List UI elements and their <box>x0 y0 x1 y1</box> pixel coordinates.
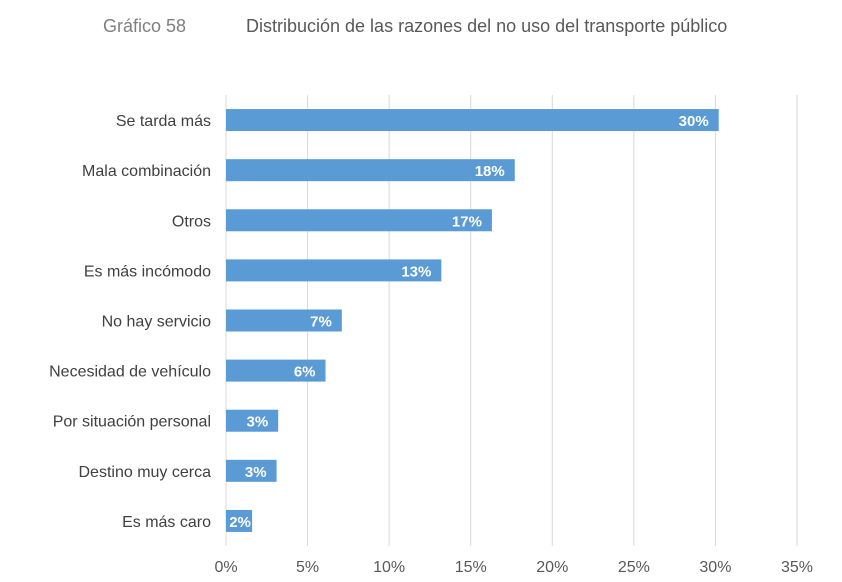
x-tick-label: 20% <box>536 559 568 576</box>
category-label: Destino muy cerca <box>79 464 212 481</box>
data-label: 18% <box>475 163 505 180</box>
data-label: 7% <box>310 314 332 331</box>
category-label: No hay servicio <box>102 314 211 331</box>
category-label: Es más caro <box>122 514 211 531</box>
x-tick-label: 0% <box>214 559 237 576</box>
x-tick-label: 25% <box>618 559 650 576</box>
x-tick-label: 5% <box>296 559 319 576</box>
chart-number: Gráfico 58 <box>103 16 187 36</box>
data-label: 3% <box>247 414 269 431</box>
data-label: 30% <box>679 113 709 130</box>
category-label: Es más incómodo <box>84 263 211 280</box>
data-label: 13% <box>401 263 431 280</box>
data-label: 3% <box>245 464 267 481</box>
x-tick-label: 35% <box>781 559 813 576</box>
chart-title: Distribución de las razones del no uso d… <box>246 16 728 36</box>
bar <box>226 309 342 332</box>
bar <box>226 109 719 132</box>
bar <box>226 509 253 532</box>
data-label: 6% <box>294 364 316 381</box>
x-tick-label: 10% <box>373 559 405 576</box>
bar <box>226 409 279 432</box>
data-label: 2% <box>229 514 251 531</box>
category-label: Mala combinación <box>82 163 211 180</box>
x-tick-label: 30% <box>699 559 731 576</box>
category-label: Necesidad de vehículo <box>49 364 211 381</box>
x-tick-label: 15% <box>455 559 487 576</box>
bar <box>226 209 492 232</box>
bar <box>226 259 442 282</box>
bar <box>226 459 277 482</box>
category-label: Se tarda más <box>116 113 211 130</box>
data-label: 17% <box>452 213 482 230</box>
bar <box>226 159 515 182</box>
category-label: Por situación personal <box>53 414 211 431</box>
category-label: Otros <box>172 213 211 230</box>
bar <box>226 359 326 382</box>
